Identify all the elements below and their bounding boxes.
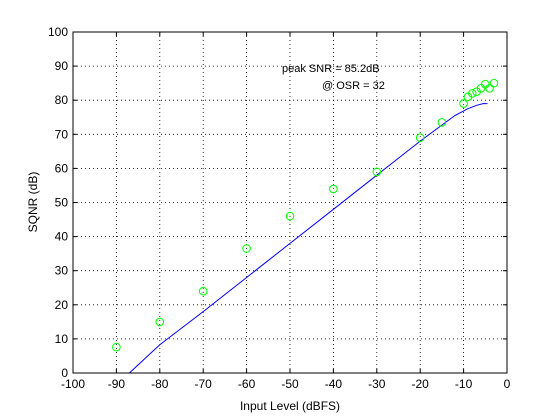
- x-tick-label: -60: [238, 377, 256, 391]
- y-tick-label: 50: [55, 196, 69, 210]
- y-tick-label: 70: [55, 127, 69, 141]
- sqnr-sim-point: [459, 99, 468, 108]
- y-tick-label: 80: [55, 93, 69, 107]
- sqnr-sim-point: [415, 133, 425, 142]
- y-tick-label: 40: [55, 230, 69, 244]
- sqnr-sim-point: [481, 79, 490, 89]
- sqnr-sim-point: [242, 244, 251, 253]
- sqnr-sim-point: [198, 286, 208, 296]
- y-tick-label: 90: [55, 59, 69, 73]
- x-tick-label: -90: [108, 377, 126, 391]
- annotation-osr: @ OSR = 32: [322, 80, 385, 92]
- sqnr-sim-point: [372, 167, 382, 177]
- x-tick-label: -40: [325, 377, 343, 391]
- sqnr-sim-point: [468, 89, 477, 98]
- annotation-peak-snr: peak SNR = 85.2dB: [282, 63, 380, 75]
- x-tick-label: -50: [281, 377, 299, 391]
- y-tick-label: 100: [48, 25, 68, 39]
- sqnr-sim-point: [155, 317, 165, 327]
- x-tick-label: 0: [504, 377, 511, 391]
- sqnr-sim-point: [112, 342, 121, 352]
- x-tick-label: -20: [412, 377, 430, 391]
- series-layer: [112, 78, 499, 374]
- x-tick-label: -80: [151, 377, 169, 391]
- sqnr-sim-point: [485, 84, 494, 93]
- axis-ticks: -100 -90 -80 -70 -60 -50 -40 -30 -20 -10 001020304…: [48, 25, 511, 391]
- sqnr-sim-point: [489, 78, 499, 88]
- y-tick-label: 30: [55, 264, 69, 278]
- sqnr-theory-line: [129, 103, 488, 374]
- y-tick-label: 10: [55, 332, 69, 346]
- sqnr-sim-point: [437, 118, 447, 127]
- sqnr-sim-point: [285, 211, 295, 221]
- sqnr-sim-point: [329, 184, 338, 194]
- x-axis-label: Input Level (dBFS): [240, 399, 340, 413]
- x-tick-label: -100: [61, 377, 85, 391]
- y-tick-label: 0: [61, 366, 68, 380]
- y-tick-label: 20: [55, 298, 69, 312]
- x-tick-label: -10: [455, 377, 473, 391]
- grid: [73, 32, 507, 373]
- x-tick-label: -70: [195, 377, 213, 391]
- y-tick-label: 60: [55, 161, 69, 175]
- x-tick-label: -30: [368, 377, 386, 391]
- y-axis-label: SQNR (dB): [26, 172, 40, 233]
